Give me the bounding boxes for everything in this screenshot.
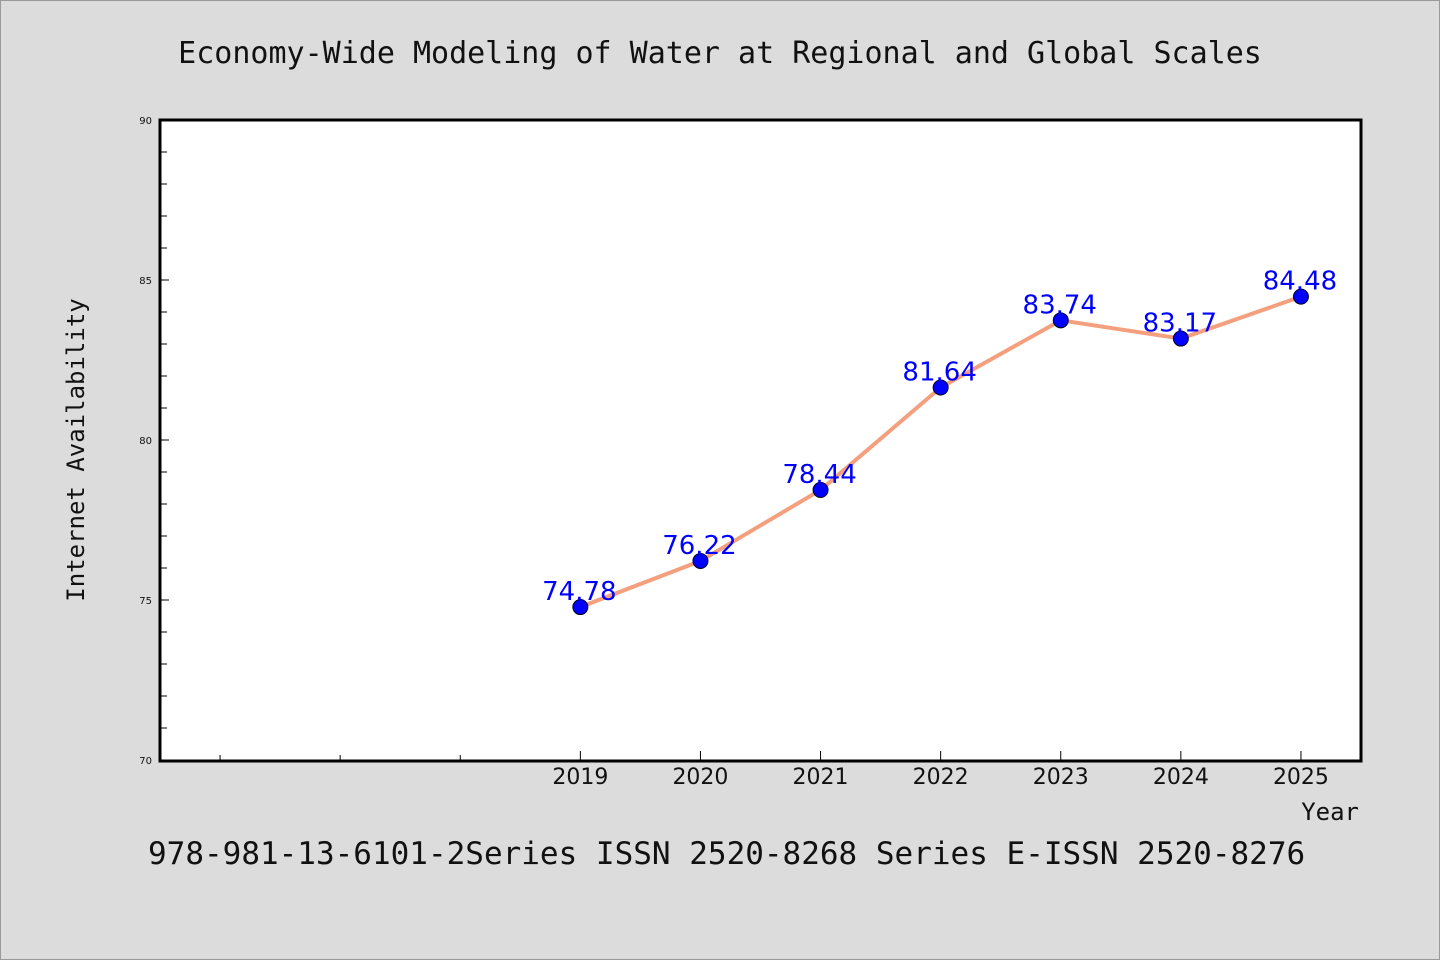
y-axis-label: Internet Availability: [62, 298, 90, 601]
x-tick-label: 2020: [672, 765, 728, 790]
x-axis-label: Year: [1301, 798, 1359, 826]
y-tick-label: 90: [139, 116, 152, 127]
plot-area: [158, 118, 1363, 763]
x-axis: 2019 2020 2021 2022 2023 2024 2025: [219, 751, 1329, 790]
data-label: 78.44: [782, 460, 856, 490]
x-tick-label: 2024: [1153, 765, 1209, 790]
data-markers: [572, 288, 1309, 616]
y-tick-label: 70: [139, 756, 152, 767]
x-tick-label: 2023: [1033, 765, 1089, 790]
data-point-marker: [932, 379, 949, 396]
y-axis: 70 75 80 85 90: [139, 116, 169, 767]
x-tick-label: 2025: [1273, 765, 1329, 790]
footer-isbn-text: 978-981-13-6101-2Series ISSN 2520-8268 S…: [148, 836, 1305, 872]
data-point-marker: [1172, 330, 1189, 347]
data-label: 76.22: [662, 531, 736, 561]
x-tick-label: 2022: [913, 765, 969, 790]
data-label: 83.17: [1143, 309, 1217, 339]
data-point-marker: [692, 552, 709, 569]
x-tick-label: 2021: [793, 765, 849, 790]
chart-title: Economy-Wide Modeling of Water at Region…: [178, 36, 1262, 71]
data-point-marker: [1052, 312, 1069, 329]
data-point-marker: [572, 599, 589, 616]
x-tick-label: 2019: [552, 765, 608, 790]
data-label: 81.64: [902, 358, 976, 388]
data-label: 84.48: [1263, 267, 1337, 297]
data-label: 83.74: [1023, 290, 1097, 320]
data-point-marker: [812, 481, 829, 498]
data-label: 74.78: [542, 577, 616, 607]
data-labels: 74.78 76.22 78.44 81.64 83.74 83.17 84.48: [542, 267, 1337, 607]
y-tick-label: 85: [139, 276, 152, 287]
y-tick-label: 80: [139, 436, 152, 447]
y-tick-label: 75: [139, 596, 152, 607]
data-point-marker: [1292, 288, 1309, 305]
